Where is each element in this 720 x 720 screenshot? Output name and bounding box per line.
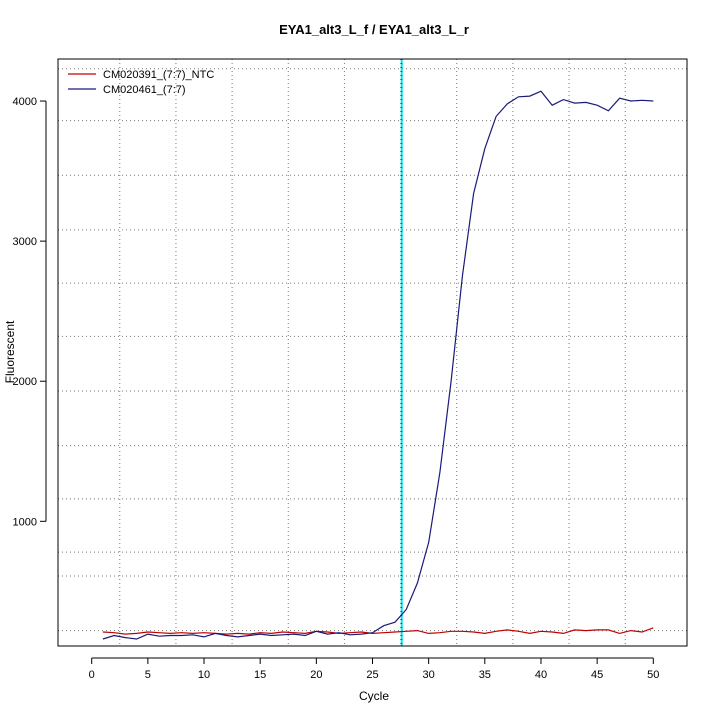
x-tick-label-3: 15 xyxy=(254,669,266,681)
chart-title: EYA1_alt3_L_f / EYA1_alt3_L_r xyxy=(279,22,469,37)
y-tick-label-3: 4000 xyxy=(13,96,37,108)
legend-label-1: CM020461_(7:7) xyxy=(103,84,186,96)
series-lines xyxy=(102,90,654,640)
legend: CM020391_(7:7)_NTC CM020461_(7:7) xyxy=(68,69,214,96)
series-line-0 xyxy=(102,627,654,635)
legend-label-0: CM020391_(7:7)_NTC xyxy=(103,69,214,81)
x-axis-label: Cycle xyxy=(359,689,389,703)
x-axis: 0 5 10 15 20 25 30 35 40 45 50 xyxy=(89,657,659,681)
x-tick-label-9: 45 xyxy=(591,669,603,681)
plot-frame xyxy=(57,58,688,647)
x-tick-label-10: 50 xyxy=(647,669,659,681)
y-axis: 1000 2000 3000 4000 xyxy=(13,96,47,528)
x-tick-label-2: 10 xyxy=(198,669,210,681)
x-tick-label-4: 20 xyxy=(310,669,322,681)
y-tick-label-2: 3000 xyxy=(13,236,37,248)
x-tick-label-8: 40 xyxy=(535,669,547,681)
x-tick-label-1: 5 xyxy=(145,669,151,681)
y-tick-label-1: 2000 xyxy=(13,376,37,388)
x-tick-label-6: 30 xyxy=(423,669,435,681)
y-axis-label: Fluorescent xyxy=(3,320,17,383)
y-tick-label-0: 1000 xyxy=(13,516,37,528)
x-tick-label-0: 0 xyxy=(89,669,95,681)
x-tick-label-5: 25 xyxy=(366,669,378,681)
grid-lines xyxy=(58,59,687,646)
series-line-1 xyxy=(102,90,654,640)
x-tick-label-7: 35 xyxy=(479,669,491,681)
